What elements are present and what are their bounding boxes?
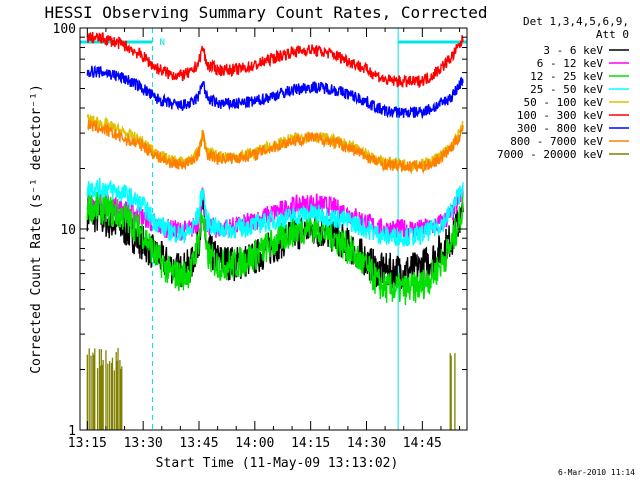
y-axis-label: Corrected Count Rate (s⁻¹ detector⁻¹) — [29, 84, 44, 374]
y-tick-label: 10 — [60, 223, 76, 238]
legend-header-line-2: Att 0 — [596, 28, 629, 41]
legend-label: 6 - 12 keV — [537, 57, 604, 70]
legend-label: 7000 - 20000 keV — [497, 148, 603, 161]
x-axis-label: Start Time (11-May-09 13:13:02) — [156, 456, 399, 471]
plot-area: N — [80, 28, 467, 430]
series-line-6 — [86, 64, 464, 120]
axis-layer: 1 10 100 13:15 13:30 13:45 14:00 14:15 14:30 14:4… — [53, 22, 467, 451]
series-line-7 — [87, 119, 464, 175]
series-7000-20000kev-bars — [86, 348, 456, 430]
night-marker-label: N — [159, 38, 164, 48]
series-line-3 — [86, 177, 464, 248]
x-tick-label: 13:30 — [124, 436, 163, 451]
series-layer — [86, 31, 464, 430]
x-tick-label: 13:15 — [68, 436, 107, 451]
x-tick-label: 14:15 — [291, 436, 330, 451]
legend-label: 100 - 300 keV — [517, 109, 603, 122]
legend-header-line-1: Det 1,3,4,5,6,9, — [523, 15, 629, 28]
x-tick-label: 13:45 — [179, 436, 218, 451]
series-line-2 — [86, 191, 464, 306]
legend-label: 300 - 800 keV — [517, 122, 603, 135]
legend-label: 3 - 6 keV — [543, 44, 603, 57]
x-tick-label: 14:00 — [235, 436, 274, 451]
legend-label: 800 - 7000 keV — [510, 135, 603, 148]
legend-label: 25 - 50 keV — [530, 83, 603, 96]
series-line-5 — [86, 31, 464, 89]
legend-label: 50 - 100 keV — [524, 96, 604, 109]
x-tick-label: 14:45 — [403, 436, 442, 451]
y-tick-label: 100 — [53, 22, 76, 37]
chart-title: HESSI Observing Summary Count Rates, Cor… — [44, 3, 487, 22]
footer-stamp: 6-Mar-2010 11:14 — [558, 468, 635, 477]
legend-label: 12 - 25 keV — [530, 70, 603, 83]
x-tick-label: 14:30 — [347, 436, 386, 451]
y-tick-label: 1 — [68, 424, 76, 439]
